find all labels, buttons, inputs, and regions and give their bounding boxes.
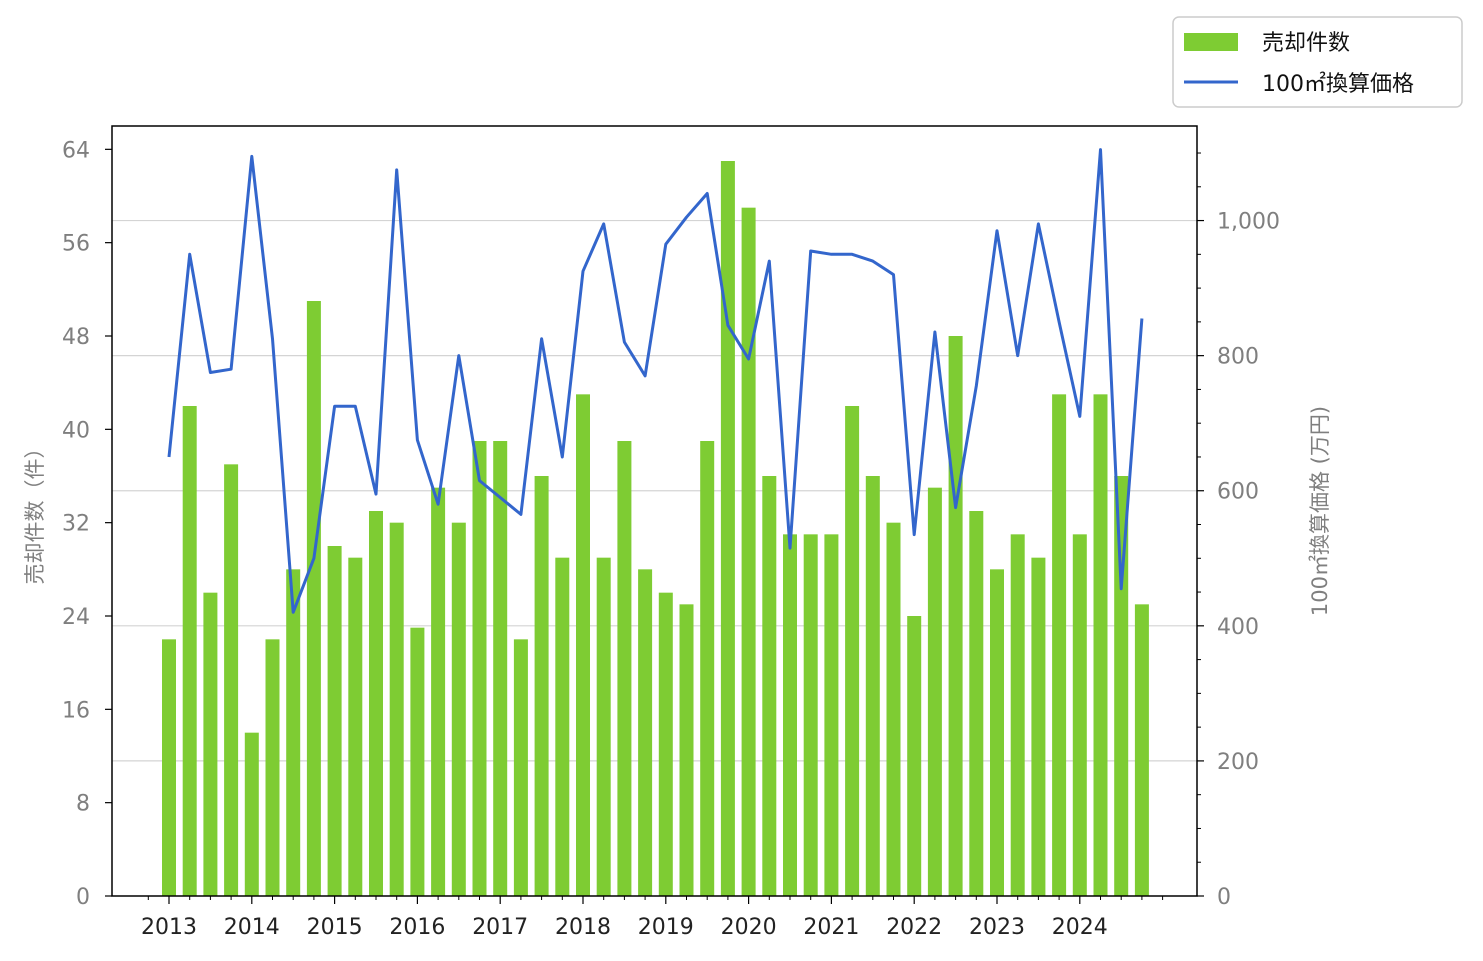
bar-35 (886, 522, 901, 896)
bar-38 (948, 336, 963, 896)
bar-17 (513, 639, 528, 896)
bar-15 (472, 441, 487, 896)
bar-36 (907, 616, 922, 896)
bar-42 (1031, 557, 1046, 896)
bar-2 (203, 592, 218, 896)
left-tick-label: 56 (62, 232, 90, 257)
bar-25 (679, 604, 694, 896)
right-tick-label: 400 (1217, 615, 1259, 640)
bar-31 (803, 534, 818, 896)
legend-bar-label: 売却件数 (1262, 31, 1350, 56)
bar-3 (224, 464, 239, 896)
x-tick-label: 2021 (803, 915, 859, 940)
x-tick-label: 2019 (638, 915, 694, 940)
bar-44 (1072, 534, 1087, 896)
right-tick-label: 200 (1217, 750, 1259, 775)
bar-33 (845, 406, 860, 896)
bar-19 (555, 557, 570, 896)
bar-13 (431, 487, 446, 896)
x-tick-label: 2023 (969, 915, 1025, 940)
x-tick-label: 2015 (307, 915, 363, 940)
bar-8 (327, 546, 342, 896)
left-tick-label: 24 (62, 605, 90, 630)
x-tick-label: 2013 (141, 915, 197, 940)
axis-ticks: 0 8 16 24 32 40 48 56 64 0 200 400 600 800 1,000 2013 20… (62, 138, 1280, 940)
bar-40 (990, 569, 1004, 896)
bar-34 (865, 476, 880, 896)
bar-6 (286, 569, 301, 896)
bar-43 (1052, 394, 1067, 896)
left-tick-label: 40 (62, 418, 90, 443)
right-tick-label: 1,000 (1217, 210, 1280, 235)
bar-20 (576, 394, 590, 896)
bar-27 (720, 161, 735, 896)
bar-0 (162, 639, 176, 896)
x-tick-label: 2020 (721, 915, 777, 940)
bar-16 (493, 441, 508, 896)
bar-4 (244, 732, 259, 896)
left-tick-label: 48 (62, 325, 90, 350)
bar-45 (1093, 394, 1108, 896)
legend-bar-swatch (1184, 33, 1238, 51)
bar-29 (762, 476, 777, 896)
bar-28 (741, 207, 756, 896)
bar-32 (824, 534, 839, 896)
bar-26 (700, 441, 715, 896)
bar-22 (617, 441, 632, 896)
bar-21 (596, 557, 611, 896)
bar-37 (927, 487, 942, 896)
legend-box (1172, 16, 1463, 108)
left-tick-label: 64 (62, 138, 90, 163)
x-tick-label: 2022 (886, 915, 942, 940)
left-axis-title: 売却件数（件） (23, 438, 47, 585)
x-tick-label: 2016 (389, 915, 445, 940)
bar-12 (410, 627, 425, 896)
plot-frame (111, 125, 1198, 897)
bar-46 (1114, 476, 1129, 896)
bar-41 (1010, 534, 1025, 896)
bar-7 (306, 301, 321, 896)
bar-39 (969, 511, 984, 896)
price-line (167, 148, 1144, 614)
left-tick-label: 8 (76, 792, 90, 817)
bar-47 (1134, 604, 1149, 896)
bar-18 (534, 476, 549, 896)
right-tick-label: 0 (1217, 885, 1231, 910)
line-series (167, 148, 1144, 614)
right-tick-label: 800 (1217, 345, 1259, 370)
left-tick-label: 32 (62, 512, 90, 537)
bar-23 (638, 569, 653, 896)
bar-series (162, 161, 1149, 896)
bar-14 (451, 522, 466, 896)
left-tick-label: 0 (76, 885, 90, 910)
bar-10 (369, 511, 383, 896)
x-tick-label: 2014 (224, 915, 280, 940)
right-tick-label: 600 (1217, 480, 1259, 505)
bar-1 (182, 406, 197, 896)
bar-9 (348, 557, 363, 896)
right-axis-title: 100㎡換算価格 (万円) (1308, 406, 1332, 616)
bar-30 (783, 534, 797, 896)
x-tick-label: 2017 (472, 915, 528, 940)
bar-24 (658, 592, 673, 896)
bar-5 (265, 639, 280, 896)
bar-11 (389, 522, 404, 896)
x-tick-label: 2024 (1052, 915, 1108, 940)
left-tick-label: 16 (62, 698, 90, 723)
x-tick-label: 2018 (555, 915, 611, 940)
legend-line-label: 100㎡換算価格 (1262, 71, 1414, 97)
legend: 売却件数 100㎡換算価格 (1172, 16, 1463, 108)
